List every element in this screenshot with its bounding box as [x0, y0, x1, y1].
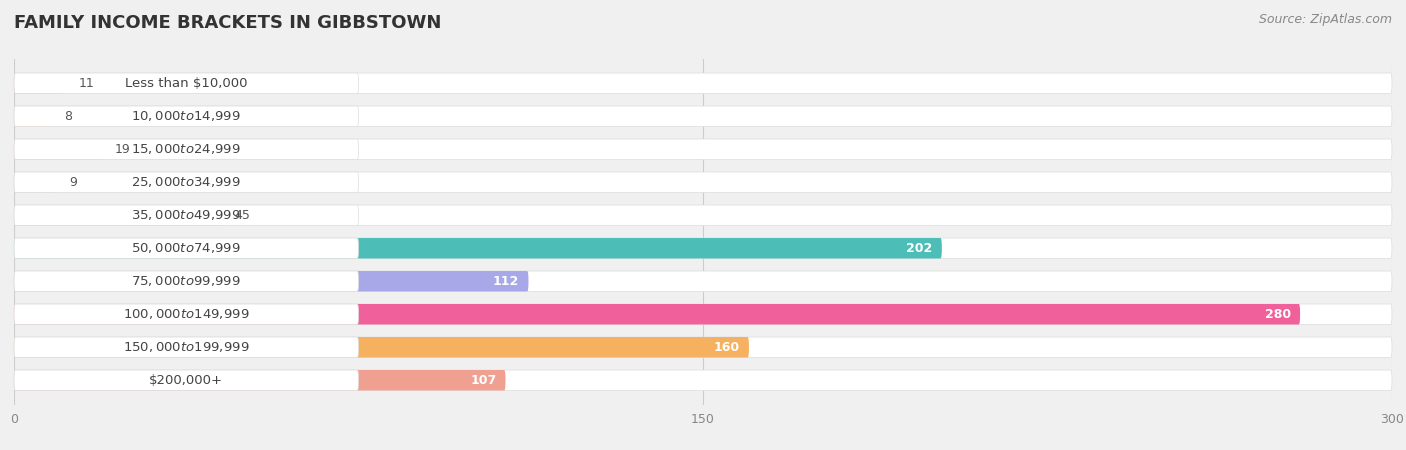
Text: 112: 112: [494, 275, 519, 288]
Text: 19: 19: [115, 143, 131, 156]
FancyBboxPatch shape: [14, 370, 1392, 391]
FancyBboxPatch shape: [14, 205, 221, 225]
Text: 11: 11: [79, 77, 94, 90]
FancyBboxPatch shape: [14, 304, 1301, 324]
FancyBboxPatch shape: [14, 73, 65, 94]
FancyBboxPatch shape: [14, 172, 359, 193]
Text: $50,000 to $74,999: $50,000 to $74,999: [131, 241, 242, 255]
FancyBboxPatch shape: [14, 106, 1392, 126]
FancyBboxPatch shape: [14, 73, 359, 94]
FancyBboxPatch shape: [14, 370, 506, 391]
Text: $200,000+: $200,000+: [149, 374, 224, 387]
FancyBboxPatch shape: [14, 139, 1392, 159]
Text: 9: 9: [69, 176, 77, 189]
FancyBboxPatch shape: [14, 205, 359, 225]
FancyBboxPatch shape: [14, 337, 359, 357]
Text: 160: 160: [714, 341, 740, 354]
Text: 45: 45: [235, 209, 250, 222]
Text: $25,000 to $34,999: $25,000 to $34,999: [131, 175, 242, 189]
FancyBboxPatch shape: [14, 238, 359, 258]
FancyBboxPatch shape: [14, 271, 1392, 292]
Text: $35,000 to $49,999: $35,000 to $49,999: [131, 208, 242, 222]
FancyBboxPatch shape: [14, 238, 942, 258]
Text: $150,000 to $199,999: $150,000 to $199,999: [124, 340, 249, 354]
Text: $100,000 to $149,999: $100,000 to $149,999: [124, 307, 249, 321]
FancyBboxPatch shape: [14, 139, 359, 159]
FancyBboxPatch shape: [14, 106, 51, 126]
FancyBboxPatch shape: [14, 337, 749, 357]
FancyBboxPatch shape: [14, 370, 359, 391]
FancyBboxPatch shape: [14, 106, 359, 126]
Text: Source: ZipAtlas.com: Source: ZipAtlas.com: [1258, 14, 1392, 27]
FancyBboxPatch shape: [14, 271, 529, 292]
Text: 107: 107: [470, 374, 496, 387]
Text: 280: 280: [1265, 308, 1291, 321]
FancyBboxPatch shape: [14, 172, 1392, 193]
FancyBboxPatch shape: [14, 304, 359, 324]
FancyBboxPatch shape: [14, 304, 1392, 324]
Text: Less than $10,000: Less than $10,000: [125, 77, 247, 90]
FancyBboxPatch shape: [14, 205, 1392, 225]
Text: $10,000 to $14,999: $10,000 to $14,999: [131, 109, 242, 123]
Text: $15,000 to $24,999: $15,000 to $24,999: [131, 142, 242, 156]
FancyBboxPatch shape: [14, 271, 359, 292]
Text: 8: 8: [65, 110, 73, 123]
Text: $75,000 to $99,999: $75,000 to $99,999: [131, 274, 242, 288]
FancyBboxPatch shape: [14, 337, 1392, 357]
Text: 202: 202: [907, 242, 932, 255]
FancyBboxPatch shape: [14, 139, 101, 159]
FancyBboxPatch shape: [14, 238, 1392, 258]
FancyBboxPatch shape: [14, 172, 55, 193]
FancyBboxPatch shape: [14, 73, 1392, 94]
Text: FAMILY INCOME BRACKETS IN GIBBSTOWN: FAMILY INCOME BRACKETS IN GIBBSTOWN: [14, 14, 441, 32]
